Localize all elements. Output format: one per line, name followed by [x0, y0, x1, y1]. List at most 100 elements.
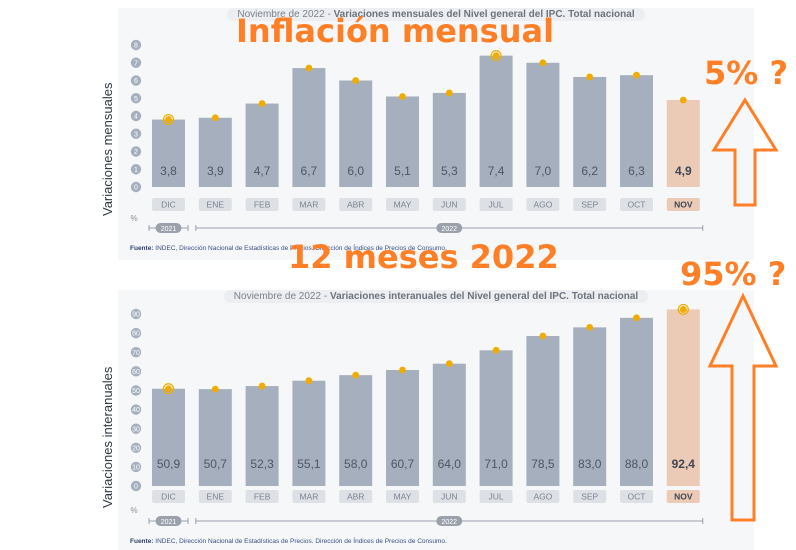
bar-oct	[620, 75, 653, 187]
monthly-chart-title: Noviembre de 2022 - Variaciones mensuale…	[118, 8, 754, 21]
bar-may	[386, 96, 419, 187]
data-point	[352, 77, 360, 84]
category-label: MAY	[394, 492, 412, 502]
y-tick-label: 20	[132, 445, 140, 452]
value-label: 6,7	[301, 164, 318, 178]
y-tick-marker	[130, 146, 142, 157]
category-box	[479, 490, 513, 503]
category-label: MAR	[299, 200, 318, 210]
category-box	[292, 198, 326, 211]
bar-ene	[198, 389, 232, 486]
category-box	[432, 490, 466, 503]
category-label: DIC	[161, 200, 176, 210]
y-tick-marker	[130, 442, 142, 453]
category-label: ABR	[347, 492, 364, 502]
value-label: 7,4	[488, 164, 505, 178]
data-point	[539, 59, 547, 67]
y-tick-label: 2	[134, 149, 138, 156]
y-tick-label: 30	[132, 426, 140, 433]
y-tick-marker	[130, 404, 142, 415]
category-label: JUN	[441, 200, 458, 210]
y-tick-marker	[130, 128, 142, 139]
category-label: OCT	[628, 492, 646, 502]
unit-label: %	[130, 214, 137, 223]
category-label: FEB	[254, 200, 271, 210]
y-tick-marker	[130, 347, 142, 358]
category-label: JUL	[489, 492, 504, 502]
y-tick-label: 10	[132, 464, 140, 471]
category-label: SEP	[581, 200, 598, 210]
category-label: OCT	[628, 200, 646, 210]
bar-sep	[573, 327, 607, 486]
data-point-ring	[162, 113, 175, 126]
bar-jun	[432, 92, 466, 187]
bar-mar	[292, 380, 326, 486]
category-box	[573, 490, 607, 503]
category-box	[152, 490, 185, 503]
category-label: DIC	[161, 492, 176, 502]
value-label: 88,0	[625, 457, 649, 471]
category-box	[292, 490, 326, 503]
y-tick-label: 3	[134, 131, 138, 138]
y-tick-marker	[130, 461, 142, 473]
y-tick-marker	[130, 39, 142, 51]
category-box	[432, 198, 466, 211]
category-label: MAR	[299, 492, 318, 502]
data-point	[492, 52, 500, 60]
category-box	[198, 198, 232, 211]
y-tick-label: 50	[132, 388, 140, 395]
value-label: 60,7	[391, 457, 415, 471]
category-label: SEP	[581, 492, 598, 502]
category-box	[152, 198, 185, 211]
bar-oct	[620, 317, 653, 486]
category-box	[386, 198, 419, 211]
y-tick-label: 90	[132, 312, 140, 319]
data-point	[399, 366, 406, 374]
y-tick-marker	[130, 423, 142, 434]
value-label: 3,9	[207, 164, 224, 178]
y-tick-marker	[130, 366, 142, 377]
data-point	[165, 385, 172, 393]
bar-ene	[198, 117, 232, 187]
value-label: 52,3	[250, 457, 274, 471]
data-point-ring	[677, 303, 689, 316]
value-label: 4,7	[254, 164, 271, 178]
bar-abr	[339, 375, 373, 486]
data-point	[586, 73, 594, 81]
value-label: 4,9	[675, 164, 692, 178]
y-tick-label: 6	[134, 78, 138, 85]
category-box	[198, 490, 232, 503]
value-label: 7,0	[535, 164, 552, 178]
y-tick-marker	[130, 110, 142, 122]
y-tick-label: 0	[134, 484, 138, 491]
y-tick-marker	[130, 164, 142, 175]
up-arrow-icon	[711, 97, 779, 207]
y-tick-label: 4	[134, 114, 138, 121]
yearly-source-note: Fuente: INDEC, Dirección Nacional de Est…	[130, 538, 447, 545]
data-point-ring	[162, 383, 175, 395]
unit-label: %	[130, 506, 137, 515]
category-box	[479, 198, 513, 211]
value-label: 64,0	[438, 457, 462, 471]
category-box	[245, 490, 279, 503]
data-point	[539, 332, 547, 340]
value-label: 6,2	[581, 164, 598, 178]
category-label: AGO	[533, 200, 552, 210]
overlay-question-yearly: 95% ?	[680, 255, 787, 293]
yearly-chart-title: Noviembre de 2022 - Variaciones interanu…	[118, 290, 754, 303]
value-label: 5,1	[394, 164, 411, 178]
year-badge	[155, 223, 182, 233]
category-box	[620, 198, 653, 211]
category-label: JUN	[441, 492, 458, 502]
bar-sep	[573, 76, 607, 187]
monthly-source-note: Fuente: INDEC, Dirección Nacional de Est…	[130, 245, 447, 252]
year-badge	[436, 223, 463, 233]
data-point	[679, 306, 687, 313]
category-label: AGO	[533, 492, 552, 502]
bar-ago	[526, 335, 560, 486]
y-tick-marker	[130, 57, 142, 68]
overlay-question-monthly: 5% ?	[704, 54, 789, 92]
data-point	[679, 96, 687, 104]
